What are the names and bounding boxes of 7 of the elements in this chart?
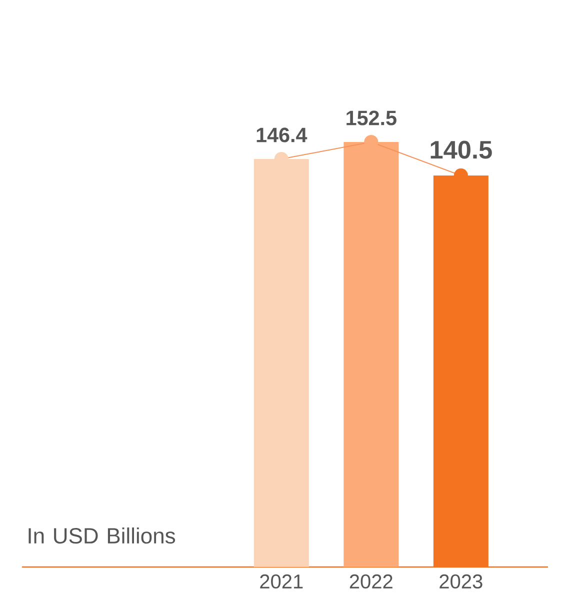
x-tick-label: 2022 <box>350 574 392 589</box>
y-axis-title: In USD Billions <box>28 527 176 544</box>
x-tick-label: 2021 <box>260 574 303 589</box>
data-label: 152.5 <box>346 110 396 126</box>
data-label: 146.4 <box>256 128 308 142</box>
data-label: 140.5 <box>430 140 492 159</box>
x-tick-label: 2023 <box>440 574 482 589</box>
